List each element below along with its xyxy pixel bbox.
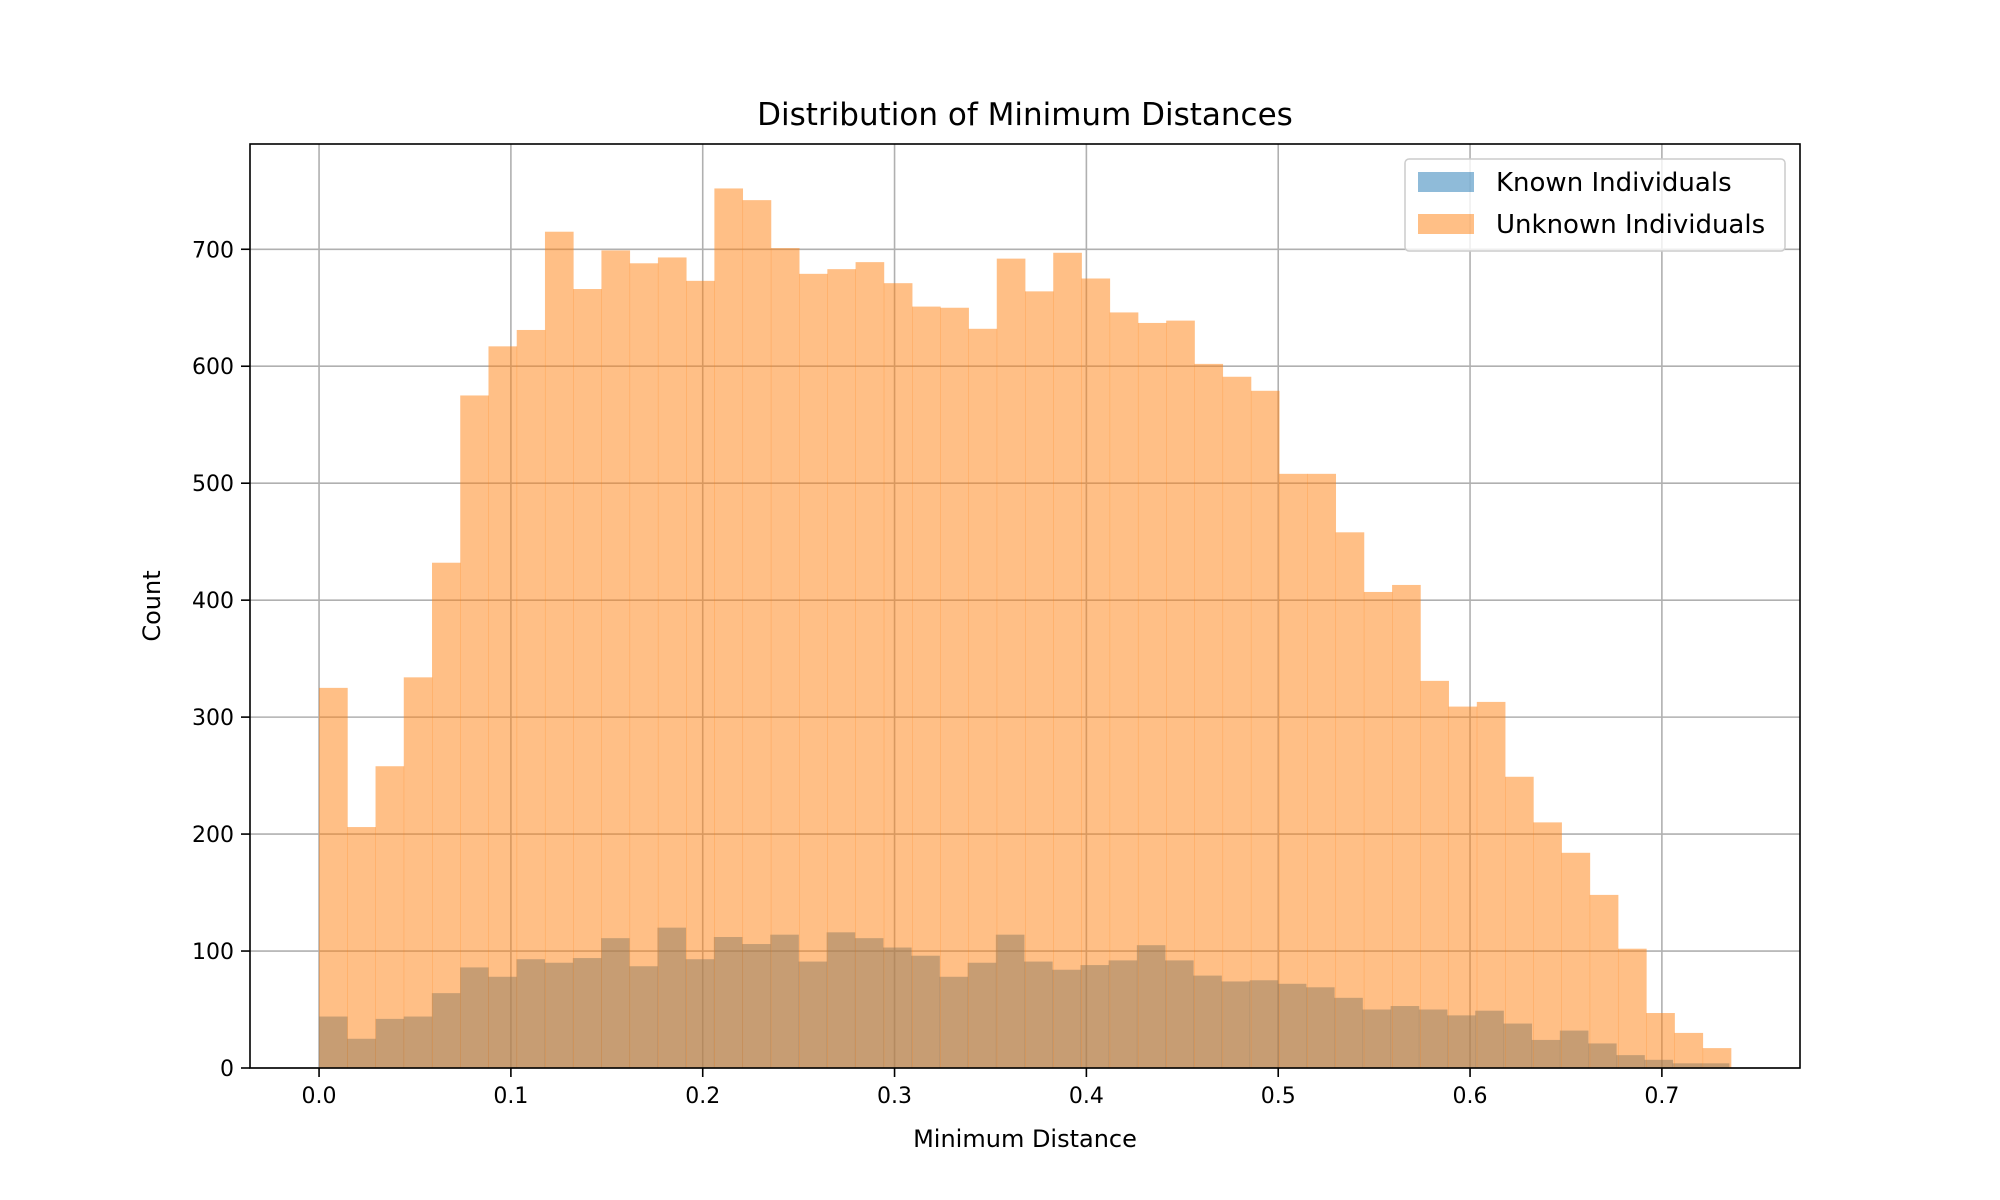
bar-unknown [996,258,1026,1068]
y-tick-label: 0 [220,1057,234,1082]
bar-unknown [968,328,998,1068]
x-tick-label: 0.1 [493,1084,528,1109]
bar-unknown [1505,776,1534,1068]
x-tick-label: 0.4 [1069,1084,1104,1109]
x-tick-label: 0.3 [877,1084,912,1109]
x-tick-label: 0.6 [1453,1084,1488,1109]
y-tick-label: 700 [192,238,234,263]
bar-unknown [827,269,856,1068]
bar-unknown [347,827,376,1068]
bar-unknown [657,257,687,1069]
bar-unknown [799,273,828,1068]
plot-frame [249,143,1801,1069]
legend-label-unknown: Unknown Individuals [1496,210,1765,240]
bar-unknown [714,188,744,1069]
bar-unknown [1589,894,1619,1068]
bar-unknown [1448,706,1478,1068]
histogram-bars [319,188,1732,1069]
bar-unknown [1335,532,1365,1068]
bar-unknown [1250,390,1280,1068]
legend-frame [1404,158,1786,252]
legend-label-known: Known Individuals [1496,168,1732,198]
bar-unknown [1081,278,1111,1068]
y-tick-label: 200 [192,823,234,848]
bar-unknown [1137,322,1167,1068]
bar-unknown [1674,1032,1704,1068]
x-axis-label: Minimum Distance [913,1125,1137,1153]
bar-unknown [488,346,518,1068]
bar-unknown [686,280,715,1068]
bar-unknown [460,395,489,1068]
x-tick-label: 0.2 [685,1084,720,1109]
y-axis-label: Count [138,570,166,641]
bar-unknown [1392,584,1421,1068]
bar-unknown [516,329,546,1069]
axis-ticks: 0.0 0.1 0.2 0.3 0.4 0.5 0.6 0.7 0 100 200 300 400 500… [192,238,1679,1109]
bar-unknown [883,283,913,1068]
y-tick-label: 100 [192,940,234,965]
bar-unknown [770,248,800,1069]
bar-unknown [1646,1013,1675,1068]
bar-unknown [1476,701,1506,1068]
bar-unknown [1166,320,1195,1068]
bar-unknown [1420,680,1449,1068]
y-tick-label: 300 [192,706,234,731]
x-tick-label: 0.0 [302,1084,337,1109]
bar-unknown [1025,291,1054,1068]
bar-unknown [573,289,602,1068]
bar-unknown [544,231,574,1069]
bar-unknown [403,677,433,1068]
bar-unknown [601,250,631,1069]
bar-unknown [1702,1048,1732,1068]
bar-unknown [940,307,969,1068]
bar-unknown [1617,948,1647,1068]
legend: Known Individuals Unknown Individuals [1404,158,1786,252]
x-tick-label: 0.5 [1261,1084,1296,1109]
bar-unknown [912,306,941,1068]
y-tick-label: 600 [192,355,234,380]
bar-unknown [375,766,405,1068]
bar-unknown [1307,473,1337,1069]
bar-unknown [629,263,659,1068]
legend-swatch-known [1418,172,1474,192]
chart-title: Distribution of Minimum Distances [757,97,1293,133]
bar-unknown [1561,852,1591,1068]
bar-unknown [1279,473,1308,1069]
bar-unknown [432,562,461,1068]
bar-unknown [319,687,348,1068]
bar-unknown [1109,312,1139,1069]
bar-unknown [742,200,772,1068]
y-tick-label: 500 [192,472,234,497]
y-tick-label: 400 [192,589,234,614]
bar-unknown [1533,822,1562,1068]
bar-unknown [1363,591,1393,1068]
bar-unknown [855,262,885,1068]
bar-unknown [1222,376,1252,1069]
legend-swatch-unknown [1418,214,1474,234]
x-tick-label: 0.7 [1644,1084,1679,1109]
bar-unknown [1053,252,1082,1069]
bar-unknown [1194,363,1224,1068]
